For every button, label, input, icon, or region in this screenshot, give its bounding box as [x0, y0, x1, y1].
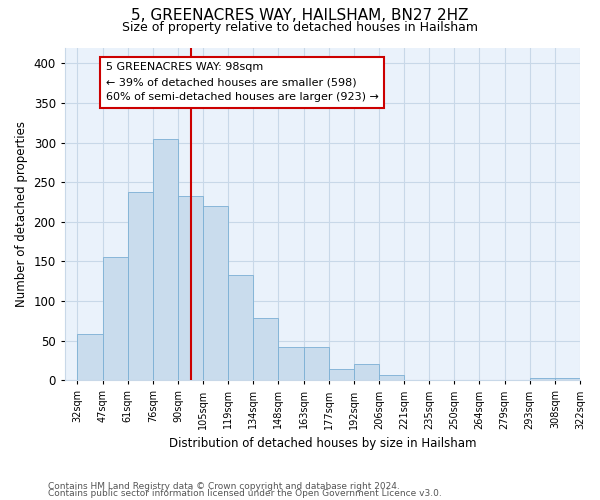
Bar [329, 369, 354, 380]
Text: 5 GREENACRES WAY: 98sqm
← 39% of detached houses are smaller (598)
60% of semi-d: 5 GREENACRES WAY: 98sqm ← 39% of detache… [106, 62, 379, 102]
Text: Size of property relative to detached houses in Hailsham: Size of property relative to detached ho… [122, 21, 478, 34]
Bar [128, 192, 153, 380]
Bar [555, 378, 580, 380]
X-axis label: Distribution of detached houses by size in Hailsham: Distribution of detached houses by size … [169, 437, 476, 450]
Bar [77, 334, 103, 380]
Text: 5, GREENACRES WAY, HAILSHAM, BN27 2HZ: 5, GREENACRES WAY, HAILSHAM, BN27 2HZ [131, 8, 469, 22]
Bar [153, 138, 178, 380]
Text: Contains HM Land Registry data © Crown copyright and database right 2024.: Contains HM Land Registry data © Crown c… [48, 482, 400, 491]
Bar [379, 374, 404, 380]
Bar [278, 347, 304, 380]
Bar [354, 364, 379, 380]
Text: Contains public sector information licensed under the Open Government Licence v3: Contains public sector information licen… [48, 489, 442, 498]
Bar [530, 378, 555, 380]
Bar [103, 258, 128, 380]
Bar [203, 206, 228, 380]
Bar [253, 318, 278, 380]
Bar [178, 196, 203, 380]
Bar [304, 347, 329, 380]
Bar [228, 275, 253, 380]
Y-axis label: Number of detached properties: Number of detached properties [15, 121, 28, 307]
